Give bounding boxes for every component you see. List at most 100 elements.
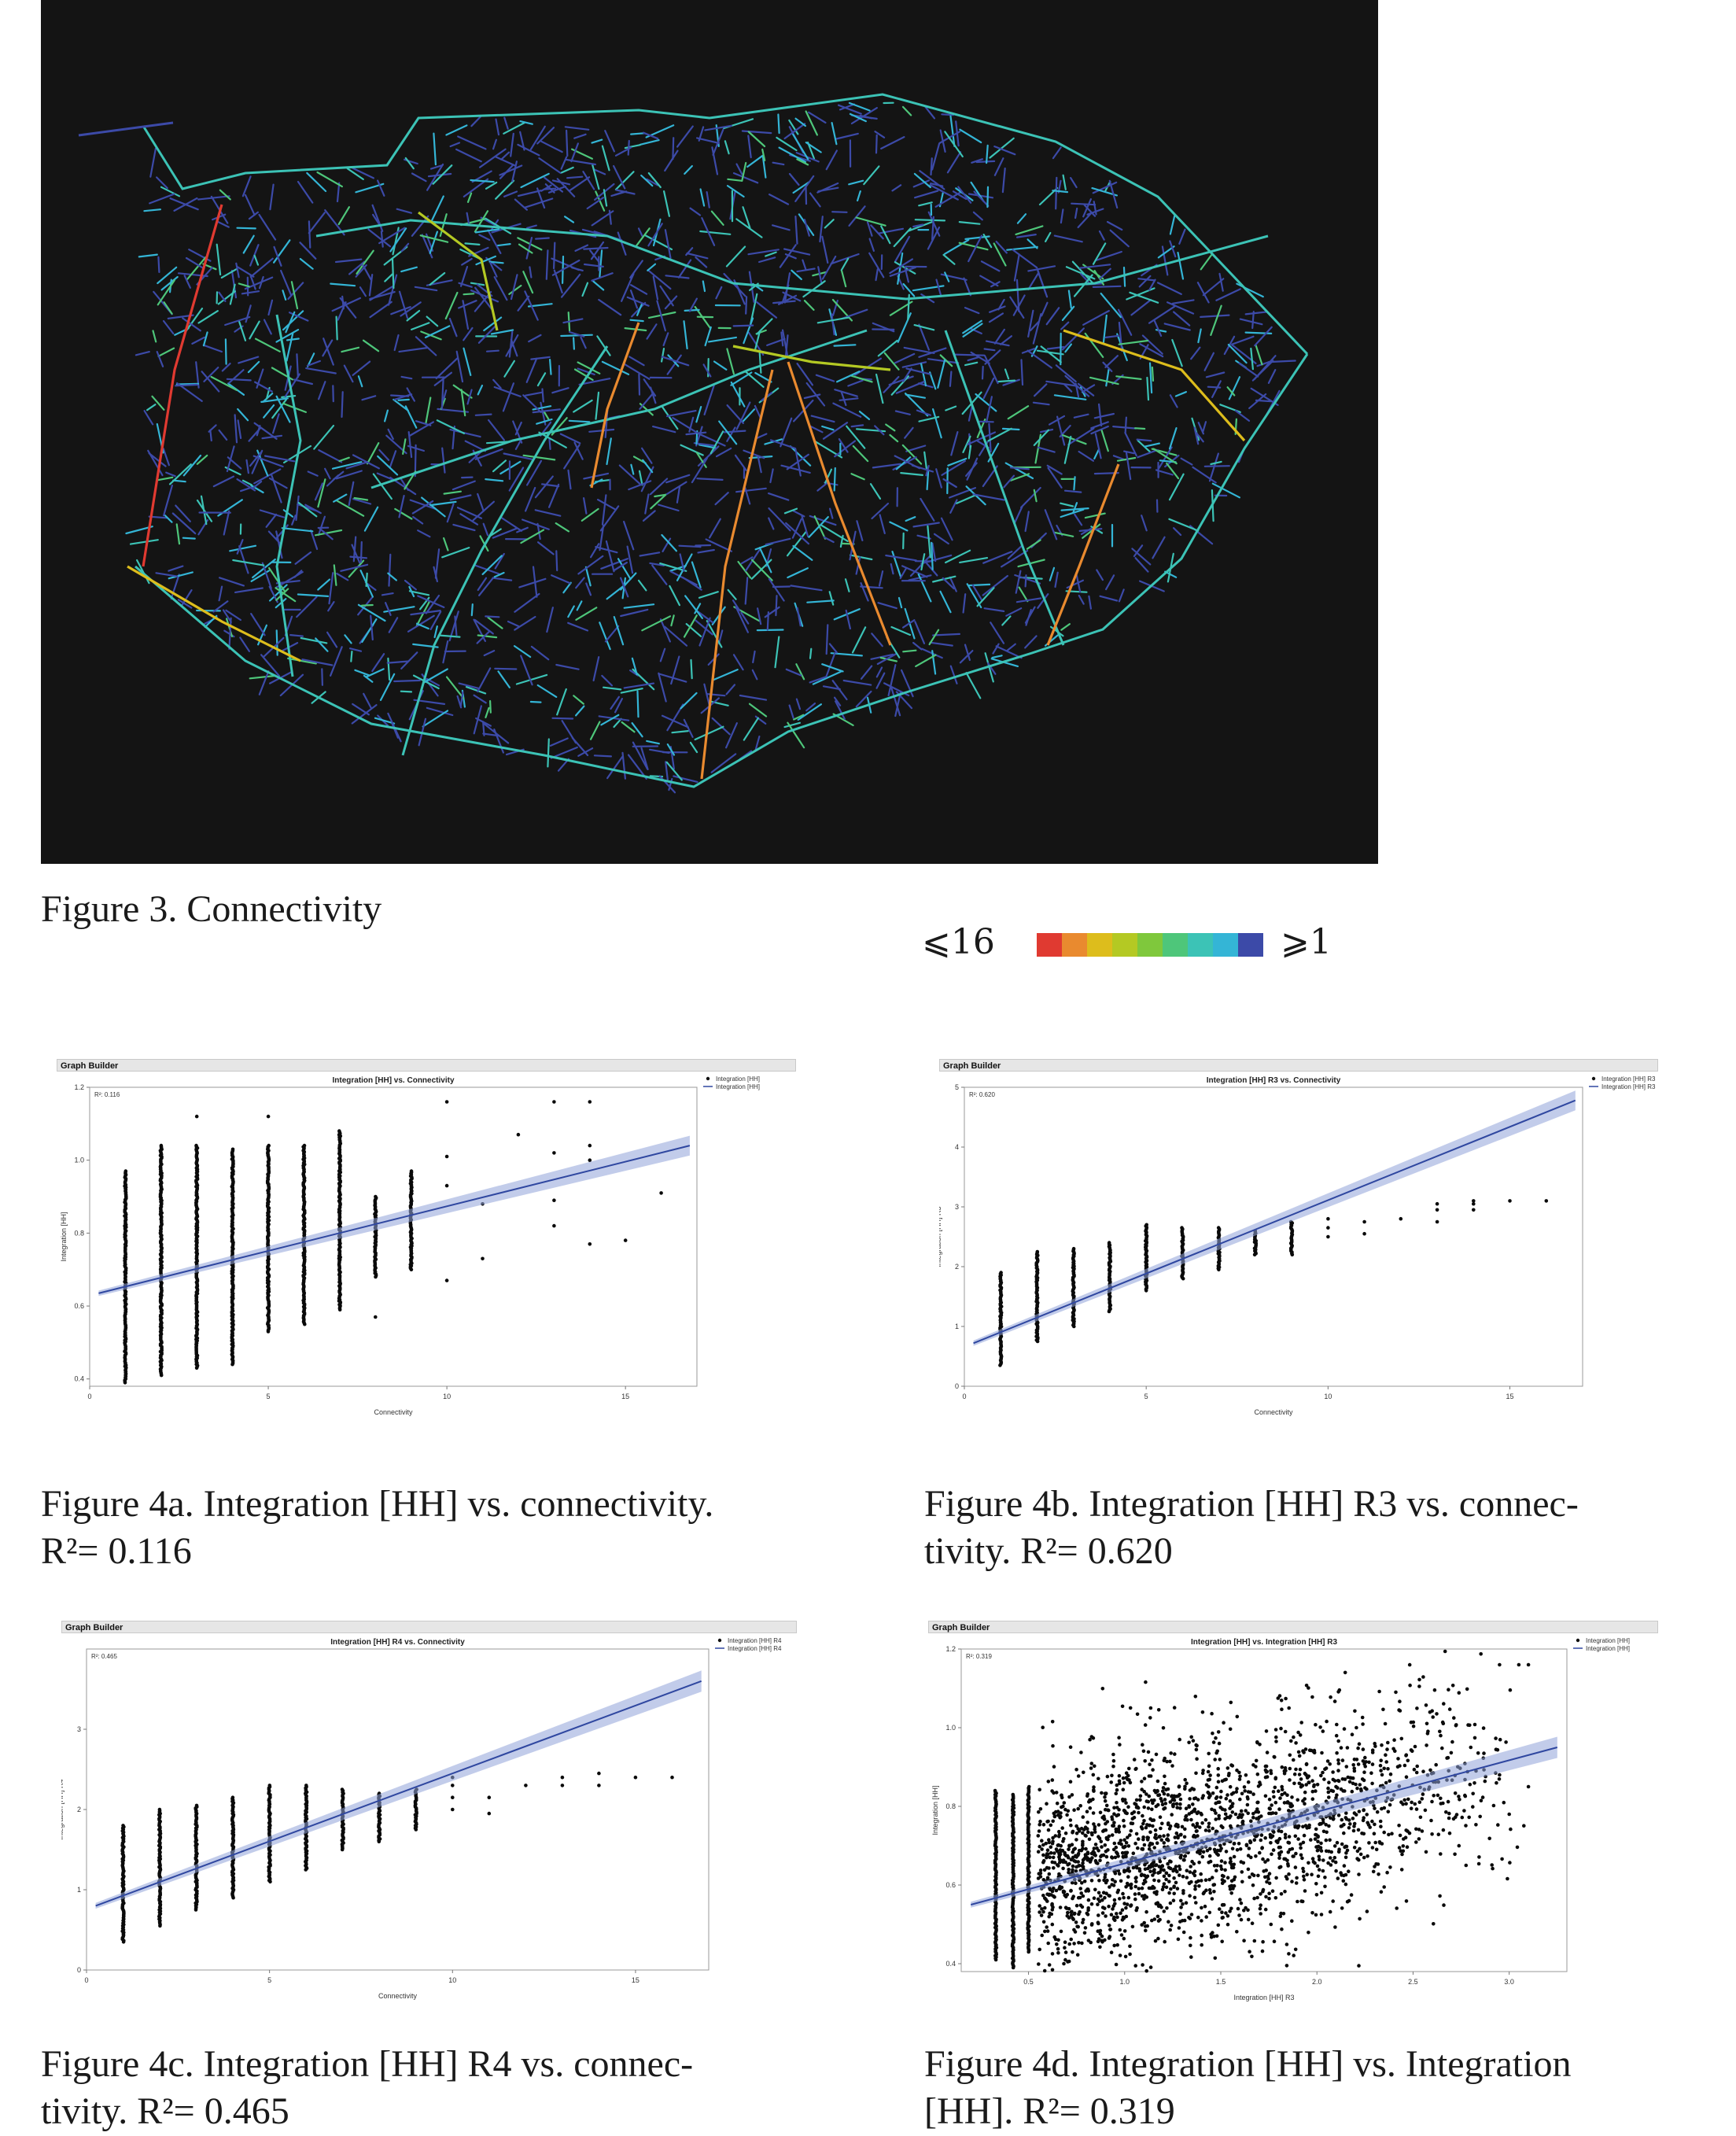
data-point: [1303, 1790, 1307, 1795]
data-point: [1046, 1780, 1051, 1784]
data-point: [1228, 1887, 1233, 1891]
data-point: [1384, 1780, 1388, 1785]
data-point: [1123, 1954, 1128, 1959]
data-point: [1285, 1876, 1289, 1881]
data-point: [1121, 1891, 1125, 1896]
data-point: [1137, 1867, 1142, 1871]
data-point: [1438, 1894, 1442, 1898]
data-point: [1297, 1773, 1302, 1776]
data-point: [1318, 1857, 1321, 1861]
data-point: [1274, 1735, 1278, 1739]
data-point: [1081, 1920, 1085, 1925]
chart-4c: Graph Builder Integration [HH] R4 vs. Co…: [61, 1621, 797, 2020]
data-point: [1184, 1806, 1189, 1810]
data-point: [1398, 1833, 1402, 1838]
data-point: [1111, 1758, 1116, 1763]
data-point: [1376, 1862, 1380, 1866]
data-point: [1119, 1911, 1122, 1915]
data-point: [1051, 1743, 1055, 1748]
data-point: [588, 1100, 592, 1104]
data-point: [1313, 1861, 1317, 1865]
data-point: [1481, 1726, 1486, 1730]
data-point: [1333, 1925, 1337, 1929]
data-point: [1179, 1854, 1183, 1857]
data-point: [1270, 1889, 1275, 1893]
data-point: [1065, 1813, 1069, 1817]
data-point: [1307, 1931, 1310, 1935]
data-point: [1152, 1878, 1156, 1883]
data-point: [1383, 1721, 1388, 1726]
data-point: [1126, 1895, 1131, 1900]
data-point: [1203, 1878, 1208, 1882]
data-point: [1302, 1878, 1307, 1882]
data-point: [1362, 1231, 1366, 1236]
data-point: [1363, 1755, 1367, 1760]
data-point: [597, 1771, 601, 1776]
data-point: [1153, 1835, 1157, 1839]
data-point: [1335, 1722, 1339, 1727]
data-point: [1122, 1844, 1127, 1849]
data-point: [1362, 1855, 1366, 1860]
data-point: [1378, 1819, 1383, 1824]
data-point: [999, 1271, 1003, 1275]
data-point: [1320, 1750, 1324, 1755]
data-point: [1263, 1794, 1268, 1798]
data-point: [1038, 1910, 1041, 1914]
data-point: [1319, 1849, 1324, 1853]
data-point: [1167, 1827, 1172, 1831]
data-point: [1161, 1786, 1166, 1790]
data-point: [1187, 1916, 1191, 1920]
x-tick-label: 5: [267, 1976, 271, 1984]
data-point: [1270, 1852, 1273, 1857]
data-point: [194, 1803, 199, 1808]
data-point: [1303, 1797, 1307, 1801]
data-point: [1464, 1863, 1469, 1868]
data-point: [1352, 1846, 1357, 1850]
data-point: [1161, 1726, 1166, 1730]
data-point: [1072, 1808, 1076, 1812]
data-point: [1129, 1828, 1133, 1833]
data-point: [1272, 1939, 1277, 1943]
major-streets: [78, 93, 1309, 788]
data-point: [1188, 1870, 1192, 1874]
data-point: [1318, 1821, 1322, 1826]
data-point: [1206, 1790, 1210, 1795]
data-point: [1279, 1911, 1283, 1916]
data-point: [1435, 1219, 1439, 1224]
data-point: [1277, 1789, 1281, 1793]
data-point: [1068, 1780, 1073, 1784]
data-point: [1332, 1817, 1336, 1821]
data-point: [1297, 1781, 1302, 1786]
data-point: [1155, 1789, 1159, 1794]
data-point: [1430, 1832, 1434, 1836]
data-point: [1218, 1843, 1222, 1848]
data-point: [1162, 1868, 1166, 1872]
chart-title: Integration [HH] vs. Connectivity: [332, 1076, 454, 1085]
data-point: [1047, 1914, 1051, 1919]
data-point: [1069, 1937, 1073, 1942]
data-point: [1221, 1916, 1225, 1920]
legend-label: Integration [HH] R3: [1601, 1075, 1656, 1083]
data-point: [1136, 1846, 1140, 1850]
data-point: [1207, 1877, 1211, 1882]
data-point: [1229, 1856, 1233, 1861]
data-point: [194, 1114, 199, 1119]
data-point: [1207, 1828, 1211, 1833]
data-point: [1156, 1708, 1161, 1712]
data-point: [121, 1824, 125, 1828]
data-point: [1299, 1777, 1303, 1781]
data-point: [1285, 1800, 1290, 1804]
data-point: [1310, 1797, 1315, 1801]
data-point: [1133, 1897, 1137, 1902]
data-point: [1352, 1811, 1357, 1815]
data-point: [1370, 1748, 1375, 1752]
data-point: [1324, 1849, 1329, 1854]
data-point: [1188, 1894, 1192, 1898]
scatter-points: [993, 1649, 1531, 1973]
data-point: [1169, 1924, 1174, 1928]
data-point: [1358, 1852, 1363, 1857]
data-point: [1208, 1773, 1212, 1777]
data-point: [1347, 1780, 1352, 1784]
data-point: [1143, 1863, 1147, 1867]
data-point: [1165, 1837, 1170, 1841]
